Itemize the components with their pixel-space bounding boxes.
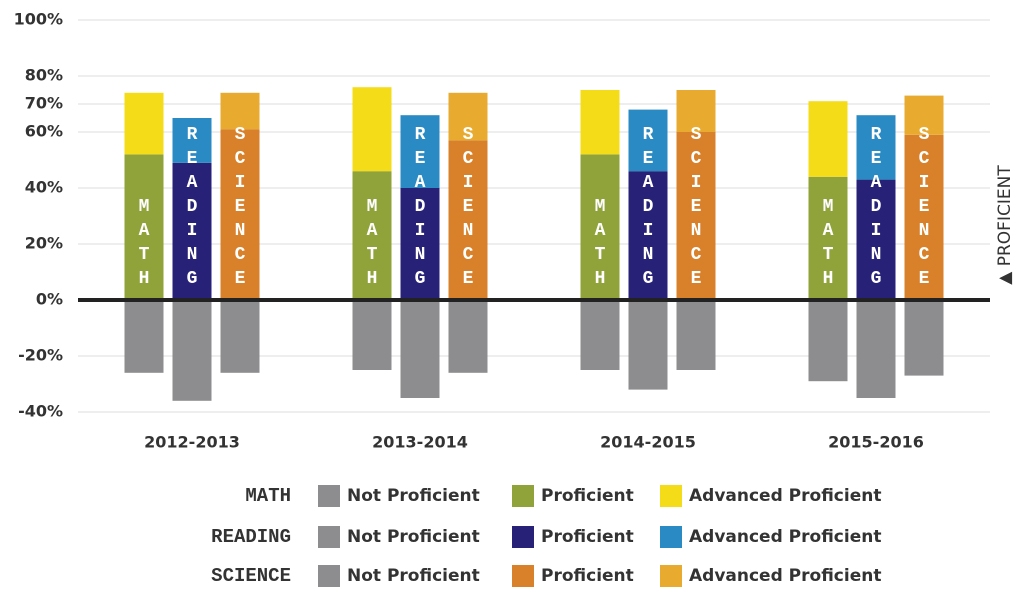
bar-segment <box>628 109 668 172</box>
y-tick-label: 40% <box>25 178 63 197</box>
bar-segment <box>676 90 716 132</box>
y-tick-label: -20% <box>18 346 63 365</box>
bar-label: MATH <box>818 197 838 293</box>
legend-swatch <box>512 565 534 587</box>
y-tick-label: -40% <box>18 402 63 421</box>
x-tick-label: 2014-2015 <box>600 433 696 452</box>
legend-label: Proficient <box>541 527 634 547</box>
y-axis-label: ▲ PROFICIENT <box>995 165 1015 285</box>
legend-subject: SCIENCE <box>211 565 291 587</box>
bar-segment <box>172 300 212 401</box>
bar-segment <box>580 300 620 370</box>
bar-segment <box>352 300 392 370</box>
legend-label: Proficient <box>541 566 634 586</box>
bar-segment <box>904 300 944 376</box>
bar-label: SCIENCE <box>914 125 934 293</box>
bar-segment <box>904 134 944 300</box>
bar-label: READING <box>638 125 658 293</box>
bar-segment <box>172 118 212 163</box>
x-tick-label: 2013-2014 <box>372 433 468 452</box>
legend-label: Advanced Proficient <box>689 527 881 547</box>
y-tick-label: 0% <box>36 290 63 309</box>
bar-segment <box>628 300 668 390</box>
legend-swatch <box>660 485 682 507</box>
bar-segment <box>124 300 164 373</box>
bar-segment <box>172 162 212 300</box>
bar-segment <box>856 115 896 180</box>
y-tick-label: 80% <box>25 66 63 85</box>
legend-swatch <box>318 565 340 587</box>
bar-segment <box>448 92 488 141</box>
bar-segment <box>220 129 260 300</box>
legend-label: Advanced Proficient <box>689 486 881 506</box>
bar-segment <box>904 95 944 135</box>
legend-label: Not Proficient <box>347 566 480 586</box>
bar-segment <box>124 154 164 300</box>
legend-label: Advanced Proficient <box>689 566 881 586</box>
bar-segment <box>220 300 260 373</box>
y-tick-label: 100% <box>14 10 63 29</box>
y-tick-label: 60% <box>25 122 63 141</box>
bar-label: SCIENCE <box>458 125 478 293</box>
bar-segment <box>580 90 620 155</box>
y-tick-label: 70% <box>25 94 63 113</box>
bar-segment <box>676 300 716 370</box>
legend-label: Not Proficient <box>347 486 480 506</box>
bar-segment <box>628 171 668 300</box>
legend-swatch <box>512 526 534 548</box>
bar-label: READING <box>182 125 202 293</box>
bar-segment <box>352 171 392 300</box>
legend-swatch <box>318 485 340 507</box>
bar-segment <box>400 300 440 398</box>
bar-segment <box>220 92 260 130</box>
legend-swatch <box>318 526 340 548</box>
bar-segment <box>856 300 896 398</box>
bar-label: MATH <box>590 197 610 293</box>
bar-label: MATH <box>362 197 382 293</box>
bar-label: SCIENCE <box>230 125 250 293</box>
bar-segment <box>400 115 440 188</box>
bar-segment <box>352 87 392 172</box>
legend-swatch <box>660 565 682 587</box>
bar-label: READING <box>866 125 886 293</box>
legend-subject: READING <box>211 526 291 548</box>
bar-label: READING <box>410 125 430 293</box>
bar-segment <box>808 300 848 382</box>
bar-segment <box>124 92 164 155</box>
y-tick-label: 20% <box>25 234 63 253</box>
bar-segment <box>448 300 488 373</box>
legend-subject: MATH <box>245 485 291 507</box>
bar-segment <box>448 140 488 300</box>
bar-label: MATH <box>134 197 154 293</box>
legend-label: Proficient <box>541 486 634 506</box>
legend-swatch <box>512 485 534 507</box>
bar-segment <box>808 101 848 177</box>
bar-segment <box>856 179 896 300</box>
legend-label: Not Proficient <box>347 527 480 547</box>
bar-label: SCIENCE <box>686 125 706 293</box>
legend-swatch <box>660 526 682 548</box>
x-tick-label: 2015-2016 <box>828 433 924 452</box>
bar-segment <box>808 176 848 300</box>
bar-segment <box>580 154 620 300</box>
x-tick-label: 2012-2013 <box>144 433 240 452</box>
bar-segment <box>400 188 440 300</box>
bar-segment <box>676 132 716 300</box>
